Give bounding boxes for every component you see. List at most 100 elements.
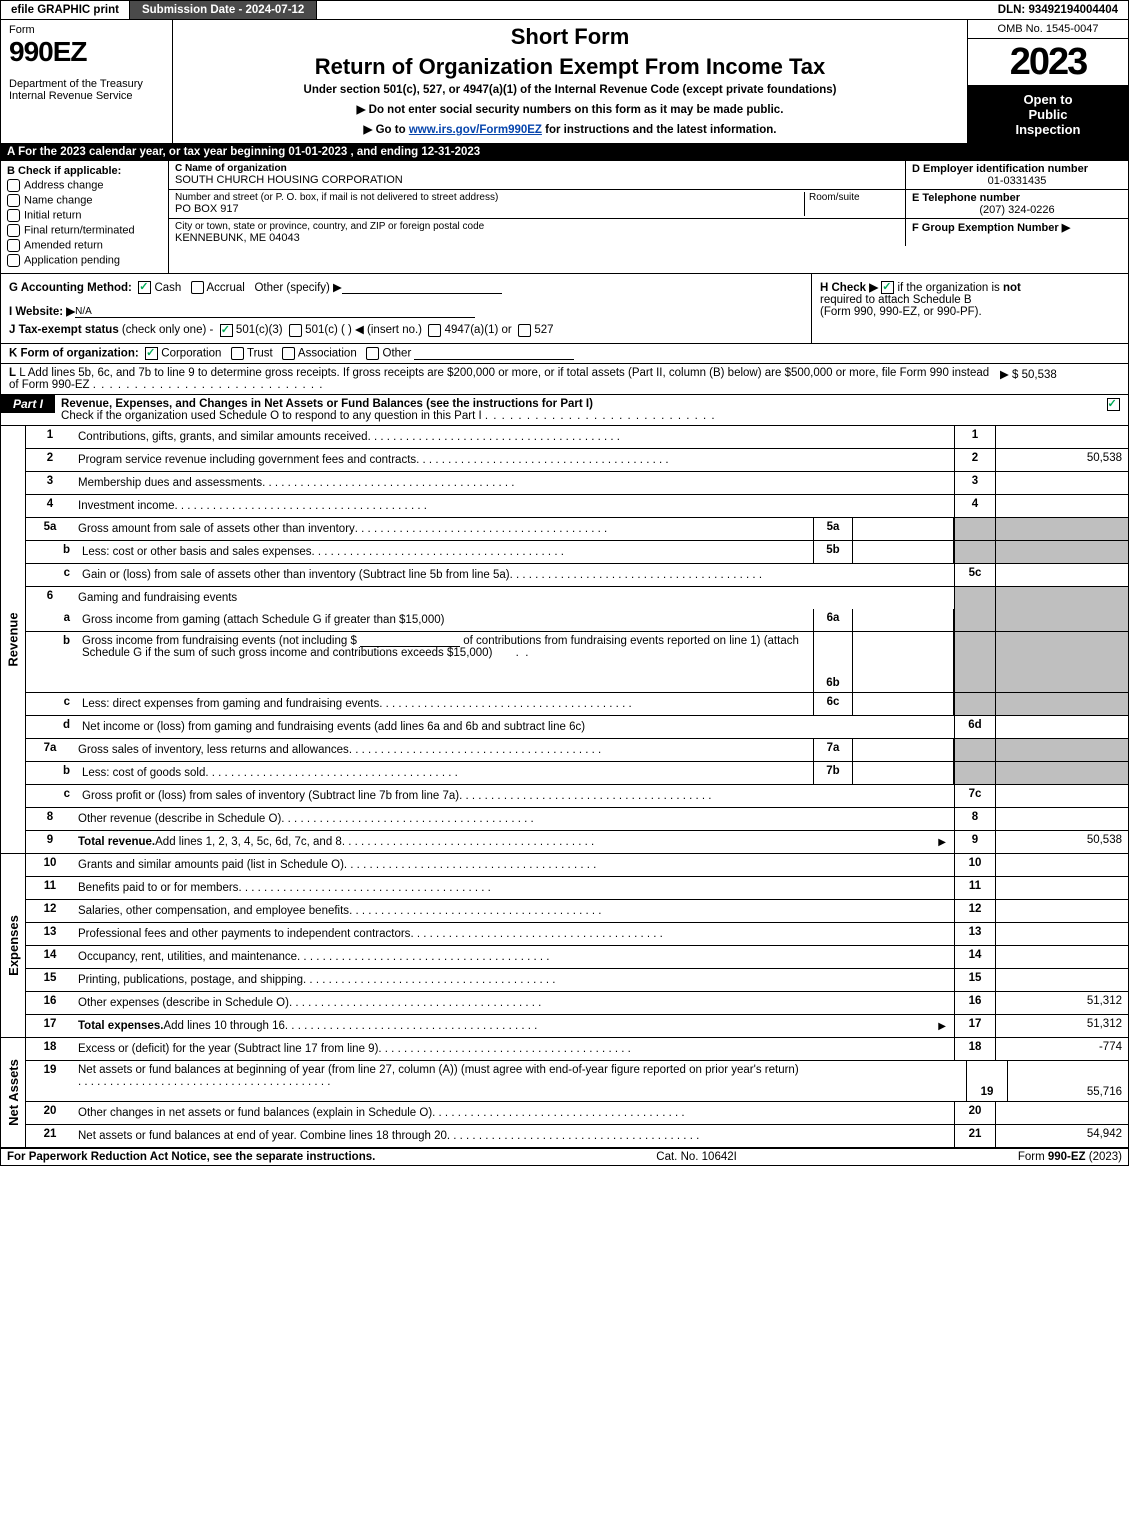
dept-treasury: Department of the Treasury xyxy=(9,78,164,90)
form-label: Form xyxy=(9,24,164,36)
g-accrual: Accrual xyxy=(206,282,244,294)
subtitle: Under section 501(c), 527, or 4947(a)(1)… xyxy=(181,84,959,96)
right-val: 55,716 xyxy=(1008,1083,1128,1101)
line-num: 3 xyxy=(26,472,74,494)
group-exemption-cell: F Group Exemption Number ▶ xyxy=(905,219,1128,246)
h-not: not xyxy=(1003,282,1021,294)
right-val xyxy=(995,808,1128,830)
chk-4947-icon[interactable] xyxy=(428,324,441,337)
footer-right-post: (2023) xyxy=(1086,1151,1122,1163)
right-num: 15 xyxy=(954,969,995,991)
main-title: Return of Organization Exempt From Incom… xyxy=(181,54,959,80)
desc-text: Professional fees and other payments to … xyxy=(78,928,410,940)
revenue-body: 1 Contributions, gifts, grants, and simi… xyxy=(26,426,1128,853)
line-14: 14 Occupancy, rent, utilities, and maint… xyxy=(26,946,1128,969)
checkbox-icon xyxy=(7,224,20,237)
line-num: d xyxy=(26,716,78,738)
desc-text: Other changes in net assets or fund bala… xyxy=(78,1107,432,1119)
chk-name-change[interactable]: Name change xyxy=(7,194,162,207)
inline-num: 7b xyxy=(813,762,853,784)
l-label: L xyxy=(9,367,16,379)
chk-amended-return[interactable]: Amended return xyxy=(7,239,162,252)
right-val: 51,312 xyxy=(995,992,1128,1014)
open-public-inspection: Open to Public Inspection xyxy=(968,86,1128,143)
dots xyxy=(289,997,950,1009)
right-val xyxy=(995,472,1128,494)
chk-501c3-icon[interactable] xyxy=(220,324,233,337)
col-b-title: B Check if applicable: xyxy=(7,165,162,177)
right-num: 8 xyxy=(954,808,995,830)
desc-text: Gross sales of inventory, less returns a… xyxy=(78,744,349,756)
checkbox-cash-icon[interactable] xyxy=(138,281,151,294)
phone-value: (207) 324-0226 xyxy=(912,204,1122,216)
info-block: B Check if applicable: Address change Na… xyxy=(0,161,1129,274)
chk-final-return[interactable]: Final return/terminated xyxy=(7,224,162,237)
desc-text: Other revenue (describe in Schedule O) xyxy=(78,813,281,825)
line-5b: b Less: cost or other basis and sales ex… xyxy=(26,541,1128,564)
part1-title-text: Revenue, Expenses, and Changes in Net As… xyxy=(61,398,593,410)
instructions-link[interactable]: www.irs.gov/Form990EZ xyxy=(409,124,542,136)
footer-center: Cat. No. 10642I xyxy=(656,1151,737,1163)
line-5c: c Gain or (loss) from sale of assets oth… xyxy=(26,564,1128,587)
part1-checkbox[interactable] xyxy=(1098,395,1128,425)
inline-num: 6a xyxy=(813,609,853,631)
chk-initial-return[interactable]: Initial return xyxy=(7,209,162,222)
line-num: 19 xyxy=(26,1061,74,1101)
revenue-section: Revenue 1 Contributions, gifts, grants, … xyxy=(0,426,1129,854)
chk-corp-icon[interactable] xyxy=(145,347,158,360)
right-num-shade xyxy=(954,541,995,563)
right-num: 18 xyxy=(954,1038,995,1060)
desc-text: Gaming and fundraising events xyxy=(78,592,237,604)
arrow-icon xyxy=(934,836,950,848)
chk-assoc-icon[interactable] xyxy=(282,347,295,360)
other-specify-line[interactable] xyxy=(342,293,502,294)
dots xyxy=(312,546,810,558)
part1-header-row: Part I Revenue, Expenses, and Changes in… xyxy=(0,395,1129,426)
line-num: 7a xyxy=(26,739,74,761)
chk-other-icon[interactable] xyxy=(366,347,379,360)
checkbox-accrual-icon[interactable] xyxy=(191,281,204,294)
line-11: 11 Benefits paid to or for members 11 xyxy=(26,877,1128,900)
efile-print-label[interactable]: efile GRAPHIC print xyxy=(1,1,130,19)
line-desc: Gross income from fundraising events (no… xyxy=(78,632,813,692)
checkbox-icon xyxy=(7,194,20,207)
chk-trust-icon[interactable] xyxy=(231,347,244,360)
chk-h-icon[interactable] xyxy=(881,281,894,294)
chk-address-change[interactable]: Address change xyxy=(7,179,162,192)
chk-label: Name change xyxy=(24,194,93,206)
checkbox-icon xyxy=(7,179,20,192)
inline-num: 6b xyxy=(813,632,853,692)
short-form-title: Short Form xyxy=(181,24,959,50)
line-desc: Other revenue (describe in Schedule O) xyxy=(74,808,954,830)
dln-label: DLN: 93492194004404 xyxy=(988,1,1128,19)
k-label: K Form of organization: xyxy=(9,347,139,359)
line-num: 9 xyxy=(26,831,74,853)
line-num: b xyxy=(26,762,78,784)
netassets-section: Net Assets 18 Excess or (deficit) for th… xyxy=(0,1038,1129,1148)
right-val-shade xyxy=(995,632,1128,692)
dots xyxy=(238,882,950,894)
footer-right: Form 990-EZ (2023) xyxy=(1018,1151,1122,1163)
desc-text: Benefits paid to or for members xyxy=(78,882,238,894)
dots xyxy=(447,1130,950,1142)
h-text2: if the organization is xyxy=(897,282,1002,294)
form-number: 990EZ xyxy=(9,36,164,68)
row-city: City or town, state or province, country… xyxy=(169,219,1128,246)
k-other-line[interactable] xyxy=(414,359,574,360)
row-j: J Tax-exempt status (check only one) - 5… xyxy=(9,322,803,336)
desc-text: Investment income xyxy=(78,500,175,512)
chk-501c-icon[interactable] xyxy=(289,324,302,337)
line-desc: Less: direct expenses from gaming and fu… xyxy=(78,693,813,715)
right-num: 14 xyxy=(954,946,995,968)
line-desc: Less: cost of goods sold xyxy=(78,762,813,784)
right-num-shade xyxy=(954,609,995,631)
dots xyxy=(349,744,809,756)
chk-527-icon[interactable] xyxy=(518,324,531,337)
right-val xyxy=(995,900,1128,922)
col-cdef: C Name of organization SOUTH CHURCH HOUS… xyxy=(169,161,1128,273)
dots xyxy=(510,569,950,581)
desc-text: Grants and similar amounts paid (list in… xyxy=(78,859,344,871)
line-desc: Salaries, other compensation, and employ… xyxy=(74,900,954,922)
inline-num: 7a xyxy=(813,739,853,761)
chk-application-pending[interactable]: Application pending xyxy=(7,254,162,267)
